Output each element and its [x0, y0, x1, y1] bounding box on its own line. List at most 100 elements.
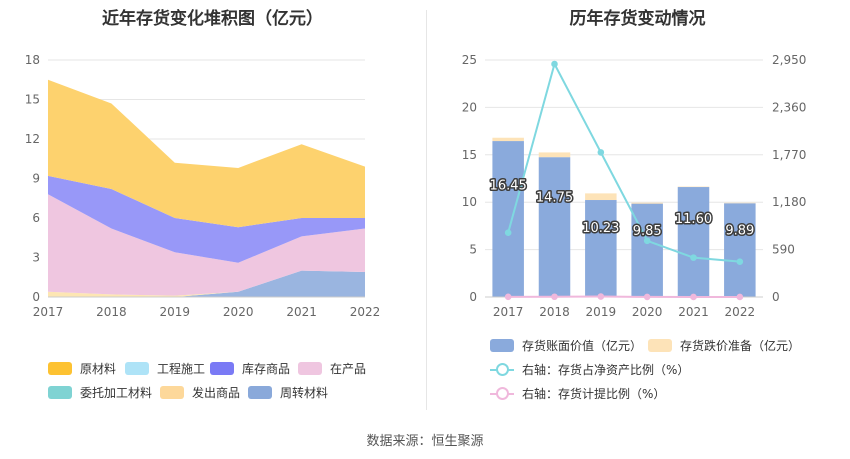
point-net-asset-ratio [690, 254, 697, 261]
point-net-asset-ratio [643, 237, 651, 245]
x-tick-label: 2018 [539, 305, 570, 319]
bar-impairment [585, 193, 617, 201]
point-provision-ratio [643, 293, 651, 301]
legend-item-consigned-processing[interactable]: 委托加工材料 [48, 384, 152, 401]
bar-value-label: 14.75 [536, 190, 573, 205]
bar-value-label: 11.60 [675, 212, 712, 227]
x-tick-label: 2022 [725, 305, 756, 319]
bar-impairment [538, 152, 571, 158]
point-provision-ratio [551, 293, 558, 301]
legend-label: 库存商品 [242, 362, 291, 376]
bar-book-value [492, 141, 524, 297]
bar-book-value [724, 203, 756, 297]
legend-label: 存货跌价准备（亿元） [680, 339, 801, 353]
legend-line-swatch [490, 363, 514, 376]
x-tick-label: 2022 [350, 305, 381, 319]
legend-swatch [48, 362, 72, 375]
bar-impairment [631, 202, 663, 204]
bar-book-value [538, 157, 571, 297]
legend-label: 周转材料 [280, 386, 329, 400]
legend-item-construction[interactable]: 工程施工 [125, 360, 205, 377]
y-tick-label: 10 [462, 195, 477, 209]
data-source: 数据来源：恒生聚源 [366, 434, 484, 449]
legend-item-book-value[interactable]: 存货账面价值（亿元） [490, 337, 642, 354]
y-tick-label: 25 [462, 53, 477, 67]
point-net-asset-ratio [551, 60, 558, 68]
legend-item-provision-ratio[interactable]: 右轴：存货计提比例（%） [490, 385, 665, 402]
y-tick-label: 20 [462, 100, 477, 114]
stacked-area-chart: 0 3 6 9 12 15 18 2017 2018 2019 2020 2021 2022 [25, 53, 381, 319]
left-chart-title: 近年存货变化堆积图（亿元） [102, 9, 323, 29]
legend-item-wip[interactable]: 在产品 [298, 360, 366, 377]
y-tick-label: 0 [32, 290, 40, 304]
y2-tick-label: 1,770 [772, 148, 806, 162]
legend-line-swatch [490, 387, 514, 400]
legend-label: 存货账面价值（亿元） [522, 339, 643, 353]
panel-divider [426, 10, 427, 410]
bar-value-label: 9.89 [725, 223, 754, 238]
legend-label: 在产品 [330, 362, 367, 376]
bar-value-label: 10.23 [582, 221, 619, 236]
y2-tick-label: 2,360 [772, 100, 806, 114]
y-tick-label: 15 [462, 148, 477, 162]
y-tick-label: 12 [25, 132, 40, 146]
bar-value-label: 16.45 [490, 179, 527, 194]
y-tick-label: 6 [32, 211, 40, 225]
legend-swatch [48, 386, 72, 399]
area-发出商品 [48, 270, 365, 297]
legend-label: 原材料 [80, 362, 117, 376]
point-net-asset-ratio [597, 149, 605, 156]
point-provision-ratio [597, 293, 605, 300]
legend-swatch [298, 362, 322, 375]
legend-swatch [648, 339, 672, 352]
legend-swatch [248, 386, 272, 399]
bar-value-label: 9.85 [633, 224, 662, 239]
x-tick-label: 2018 [96, 305, 127, 319]
y-tick-label: 15 [25, 93, 40, 107]
y-tick-label: 18 [25, 53, 40, 67]
y2-tick-label: 0 [772, 290, 780, 304]
legend-label: 发出商品 [192, 386, 241, 400]
legend-label: 工程施工 [157, 362, 206, 376]
right-chart-title: 历年存货变动情况 [569, 9, 706, 29]
legend-item-turnover-materials[interactable]: 周转材料 [248, 384, 328, 401]
legend-label: 右轴：存货占净资产比例（%） [522, 363, 690, 377]
x-tick-label: 2019 [160, 305, 191, 319]
area-在产品 [48, 194, 365, 296]
x-tick-label: 2017 [493, 305, 524, 319]
point-provision-ratio [690, 293, 697, 301]
legend-label: 右轴：存货计提比例（%） [522, 387, 666, 401]
x-tick-label: 2020 [223, 305, 254, 319]
y-tick-label: 9 [32, 172, 40, 186]
legend-swatch [160, 386, 184, 399]
point-provision-ratio [504, 293, 512, 301]
legend-item-goods-shipped[interactable]: 发出商品 [160, 384, 240, 401]
y-tick-label: 3 [32, 251, 40, 265]
legend-item-finished-goods[interactable]: 库存商品 [210, 360, 290, 377]
x-tick-label: 2021 [678, 305, 709, 319]
point-net-asset-ratio [736, 258, 744, 265]
x-tick-label: 2017 [33, 305, 64, 319]
x-tick-label: 2019 [586, 305, 617, 319]
bar-impairment [492, 137, 524, 142]
x-tick-label: 2021 [286, 305, 317, 319]
y-tick-label: 5 [469, 243, 477, 257]
legend-swatch [125, 362, 149, 375]
point-net-asset-ratio [504, 229, 512, 237]
legend-item-inventory-net-asset-ratio[interactable]: 右轴：存货占净资产比例（%） [490, 361, 689, 378]
area-库存商品 [48, 175, 365, 263]
legend-label: 委托加工材料 [80, 386, 153, 400]
legend-item-raw-materials[interactable]: 原材料 [48, 360, 116, 377]
y-tick-label: 0 [469, 290, 477, 304]
legend-item-impairment[interactable]: 存货跌价准备（亿元） [648, 337, 800, 354]
x-tick-label: 2020 [632, 305, 663, 319]
point-provision-ratio [736, 293, 744, 301]
y2-tick-label: 1,180 [772, 195, 806, 209]
bar-book-value [585, 200, 617, 297]
bar-book-value [677, 187, 710, 297]
legend-swatch [210, 362, 234, 375]
line-net-asset-ratio [507, 61, 740, 263]
legend-swatch [490, 339, 514, 352]
y2-tick-label: 590 [772, 243, 795, 257]
y2-tick-label: 2,950 [772, 53, 806, 67]
